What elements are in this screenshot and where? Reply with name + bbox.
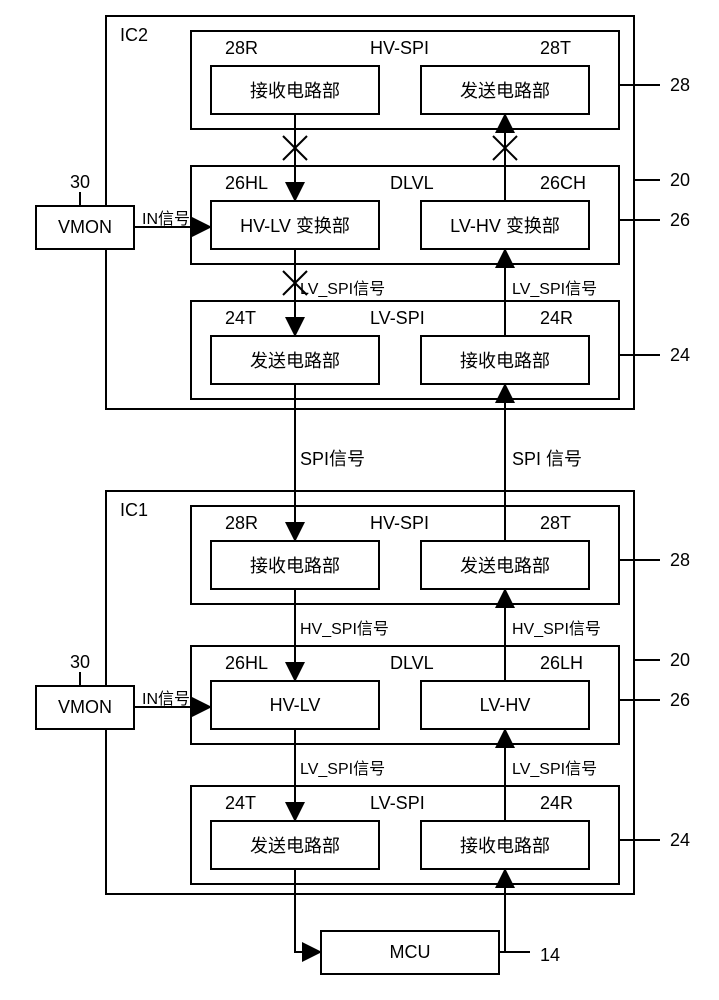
ic1-lvspi-tx: 发送电路部 (210, 820, 380, 870)
ic2-hvspi-rx: 接收电路部 (210, 65, 380, 115)
vmon1-ref: 30 (70, 652, 90, 673)
ic1-lvspi-tx-lbl: 发送电路部 (250, 832, 340, 858)
ic2-lvspi-rx-lbl: 接收电路部 (460, 347, 550, 373)
vmon2-sig: IN信号 (142, 205, 190, 229)
ic2-hvspi-rx-ref: 28R (225, 38, 258, 59)
vmon1-lbl: VMON (58, 697, 112, 718)
ic2-label: IC2 (120, 25, 148, 46)
ic2-hvspi-tx: 发送电路部 (420, 65, 590, 115)
ic1-lvspi-sig-right: LV_SPI信号 (512, 755, 597, 779)
ic1-lvspi-title: LV-SPI (370, 793, 425, 814)
ic1-lvspi-sig-left: LV_SPI信号 (300, 755, 385, 779)
ic2-lvspi-rx: 接收电路部 (420, 335, 590, 385)
vmon1-box: VMON (35, 685, 135, 730)
ic1-dlvl-hl-ref: 26HL (225, 653, 268, 674)
ic2-lvspi-rx-ref: 24R (540, 308, 573, 329)
ic1-dlvl-title: DLVL (390, 653, 434, 674)
ic2-lvspi-tx: 发送电路部 (210, 335, 380, 385)
mcu-ref: 14 (540, 945, 560, 966)
ic2-dlvl-hl-lbl: HV-LV 变换部 (240, 212, 350, 238)
ic1-dlvl-lh-lbl: LV-HV (480, 695, 531, 716)
ic1-dlvl-hl-lbl: HV-LV (270, 695, 321, 716)
ic2-lvspi-title: LV-SPI (370, 308, 425, 329)
ic1-lvspi-ref: 24 (670, 830, 690, 851)
ic1-label: IC1 (120, 500, 148, 521)
ic2-lvspi-sig-right: LV_SPI信号 (512, 275, 597, 299)
ic1-dlvl-lh-ref: 26LH (540, 653, 583, 674)
ic1-lvspi-rx: 接收电路部 (420, 820, 590, 870)
ic1-lvspi-rx-lbl: 接收电路部 (460, 832, 550, 858)
ic2-dlvl-ch-lbl: LV-HV 变换部 (450, 212, 560, 238)
ic1-hvspi-rx: 接收电路部 (210, 540, 380, 590)
ic1-hvspi-title: HV-SPI (370, 513, 429, 534)
ic1-lvspi-rx-ref: 24R (540, 793, 573, 814)
ic1-hvspi-rx-ref: 28R (225, 513, 258, 534)
ic2-hvspi-tx-lbl: 发送电路部 (460, 77, 550, 103)
ic2-dlvl-ch-ref: 26CH (540, 173, 586, 194)
vmon2-ref: 30 (70, 172, 90, 193)
ic1-hvspi-sig-right: HV_SPI信号 (512, 615, 601, 639)
ic2-hvspi-title: HV-SPI (370, 38, 429, 59)
ic1-dlvl-ref: 26 (670, 690, 690, 711)
ic2-dlvl-title: DLVL (390, 173, 434, 194)
spi-left: SPI信号 (300, 445, 365, 471)
ic2-dlvl-hl: HV-LV 变换部 (210, 200, 380, 250)
ic1-ref20: 20 (670, 650, 690, 671)
ic1-dlvl-hl: HV-LV (210, 680, 380, 730)
ic1-hvspi-sig-left: HV_SPI信号 (300, 615, 389, 639)
spi-right: SPI 信号 (512, 445, 582, 471)
ic2-lvspi-ref: 24 (670, 345, 690, 366)
mcu-box: MCU (320, 930, 500, 975)
ic1-hvspi-ref: 28 (670, 550, 690, 571)
vmon2-box: VMON (35, 205, 135, 250)
ic2-lvspi-tx-lbl: 发送电路部 (250, 347, 340, 373)
ic1-hvspi-tx-ref: 28T (540, 513, 571, 534)
ic2-ref20: 20 (670, 170, 690, 191)
ic2-lvspi-sig-left: LV_SPI信号 (300, 275, 385, 299)
ic1-hvspi-tx: 发送电路部 (420, 540, 590, 590)
vmon2-lbl: VMON (58, 217, 112, 238)
ic1-dlvl-lh: LV-HV (420, 680, 590, 730)
ic2-dlvl-ch: LV-HV 变换部 (420, 200, 590, 250)
ic1-hvspi-tx-lbl: 发送电路部 (460, 552, 550, 578)
ic2-hvspi-rx-lbl: 接收电路部 (250, 77, 340, 103)
vmon1-sig: IN信号 (142, 685, 190, 709)
ic2-dlvl-hl-ref: 26HL (225, 173, 268, 194)
mcu-lbl: MCU (390, 942, 431, 963)
ic2-hvspi-ref: 28 (670, 75, 690, 96)
ic1-hvspi-rx-lbl: 接收电路部 (250, 552, 340, 578)
ic2-dlvl-ref: 26 (670, 210, 690, 231)
ic1-lvspi-tx-ref: 24T (225, 793, 256, 814)
ic2-lvspi-tx-ref: 24T (225, 308, 256, 329)
ic2-hvspi-tx-ref: 28T (540, 38, 571, 59)
